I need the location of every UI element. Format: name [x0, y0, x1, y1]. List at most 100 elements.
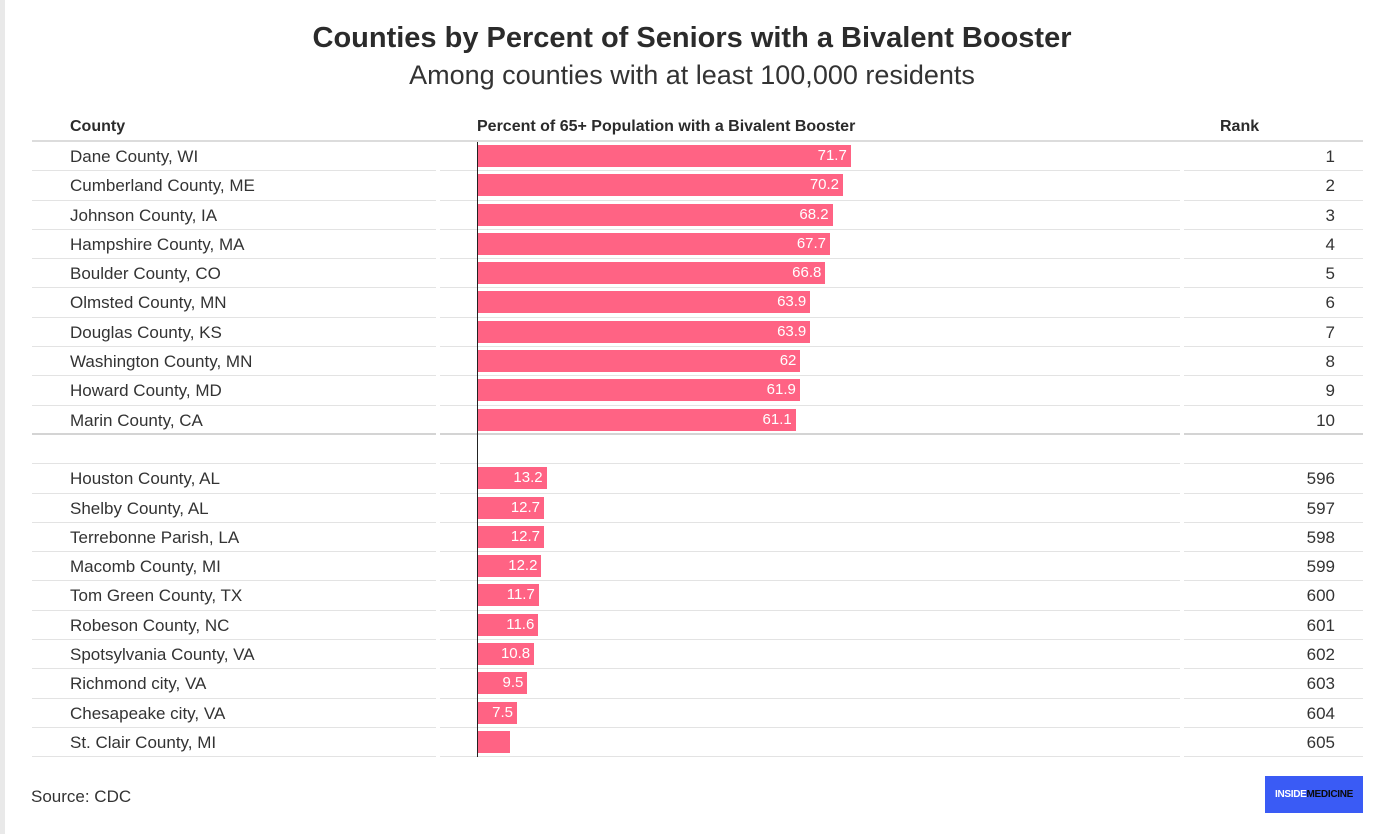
rank-value: 603 — [1306, 674, 1335, 694]
bar-value-label: 70.2 — [809, 176, 840, 194]
bar-cell — [477, 435, 1177, 463]
bar: 61.1 — [478, 408, 796, 431]
county-name: Olmsted County, MN — [70, 293, 227, 313]
bar: 63.9 — [478, 291, 811, 314]
bar-value-label: 61.1 — [762, 410, 792, 428]
rank-value: 10 — [1316, 410, 1335, 430]
county-name: Tom Green County, TX — [70, 586, 243, 606]
table-row: Dane County, WI 71.7 1 — [32, 142, 1363, 172]
column-header-percent: Percent of 65+ Population with a Bivalen… — [477, 118, 856, 135]
table-row: Richmond city, VA 9.5 603 — [32, 669, 1363, 699]
county-name: Dane County, WI — [70, 147, 199, 166]
bar: 12.7 — [478, 496, 545, 519]
county-name: Robeson County, NC — [70, 615, 230, 635]
rank-value: 602 — [1306, 645, 1335, 665]
table-row: Marin County, CA 61.1 10 — [32, 406, 1363, 435]
bar-value-label: 9.5 — [502, 674, 524, 692]
rank-value: 605 — [1306, 732, 1335, 752]
bar: 11.6 — [478, 613, 539, 636]
bar-cell: 68.2 — [477, 201, 1177, 229]
bar: 10.8 — [478, 643, 535, 666]
table-row: Howard County, MD 61.9 9 — [32, 376, 1363, 406]
rank-value: 6 — [1325, 293, 1335, 313]
table-row-gap — [32, 435, 1363, 465]
rank-value: 8 — [1325, 352, 1335, 372]
logo-text-inside: INSIDE — [1274, 789, 1307, 800]
rank-value: 604 — [1306, 703, 1335, 723]
bar-value-label: 63.9 — [777, 322, 807, 340]
bar-axis-line — [477, 142, 478, 758]
column-header-county: County — [70, 118, 126, 135]
county-name: Washington County, MN — [70, 352, 253, 372]
rank-value: 5 — [1325, 264, 1335, 284]
bar-value-label: 12.7 — [510, 527, 541, 545]
rank-value: 596 — [1306, 469, 1335, 489]
bar-value-label: 67.7 — [796, 234, 827, 252]
bar: 7.5 — [478, 701, 517, 724]
bar: 71.7 — [478, 145, 851, 167]
county-name: Howard County, MD — [70, 381, 222, 401]
bar-cell: 11.6 — [477, 611, 1177, 639]
table-row: Boulder County, CO 66.8 5 — [32, 259, 1363, 289]
bar — [478, 730, 511, 753]
bar-cell: 62 — [477, 347, 1177, 375]
table-row: Tom Green County, TX 11.7 600 — [32, 581, 1363, 611]
bar: 12.2 — [478, 555, 542, 578]
county-name: Cumberland County, ME — [70, 176, 255, 196]
rank-value: 601 — [1306, 615, 1335, 635]
column-header-rank: Rank — [1220, 118, 1260, 135]
bar-cell: 71.7 — [477, 142, 1177, 170]
bar-cell: 61.1 — [477, 406, 1177, 433]
bar-cell: 7.5 — [477, 699, 1177, 727]
bar-cell: 70.2 — [477, 171, 1177, 199]
bar-cell: 10.8 — [477, 640, 1177, 668]
rank-value: 597 — [1306, 498, 1335, 518]
bar: 13.2 — [478, 467, 547, 490]
bar-cell: 63.9 — [477, 288, 1177, 316]
bar-cell: 12.2 — [477, 552, 1177, 580]
county-name: Marin County, CA — [70, 410, 203, 430]
bar-value-label: 11.7 — [506, 586, 535, 604]
county-name: Johnson County, IA — [70, 205, 218, 225]
rank-value: 3 — [1325, 205, 1335, 225]
table-row: Chesapeake city, VA 7.5 604 — [32, 699, 1363, 728]
table-row: Terrebonne Parish, LA 12.7 598 — [32, 523, 1363, 553]
bar: 62 — [478, 350, 801, 373]
bar-cell: 11.7 — [477, 581, 1177, 609]
bar-cell: 61.9 — [477, 376, 1177, 404]
county-name: Shelby County, AL — [70, 498, 209, 518]
bar: 63.9 — [478, 320, 811, 343]
bar: 68.2 — [478, 203, 833, 226]
table-row: St. Clair County, MI 605 — [32, 728, 1363, 758]
table-row: Olmsted County, MN 63.9 6 — [32, 288, 1363, 318]
rank-value: 600 — [1306, 586, 1335, 606]
rank-value: 7 — [1325, 322, 1335, 342]
bar-cell: 67.7 — [477, 230, 1177, 258]
bar: 11.7 — [478, 584, 539, 607]
county-name: Hampshire County, MA — [70, 234, 245, 254]
bar-value-label: 66.8 — [792, 264, 822, 282]
table-row: Douglas County, KS 63.9 7 — [32, 318, 1363, 348]
chart-title: Counties by Percent of Seniors with a Bi… — [312, 22, 1072, 54]
bar-value-label: 12.7 — [510, 498, 541, 516]
rank-value: 2 — [1325, 176, 1335, 196]
table-row: Macomb County, MI 12.2 599 — [32, 552, 1363, 582]
table-row: Robeson County, NC 11.6 601 — [32, 611, 1363, 641]
page-left-edge — [0, 0, 5, 834]
bar: 9.5 — [478, 672, 528, 695]
bar: 70.2 — [478, 174, 844, 197]
bar-value-label: 68.2 — [799, 205, 829, 223]
column-gap-left — [436, 142, 440, 758]
inside-medicine-logo: INSIDE MEDICINE — [1265, 776, 1363, 813]
county-name: Boulder County, CO — [70, 264, 221, 284]
bar-value-label: 10.8 — [500, 645, 531, 663]
county-name: St. Clair County, MI — [70, 732, 217, 752]
bar: 12.7 — [478, 525, 545, 548]
header-divider — [32, 140, 1363, 142]
bar-table: County Percent of 65+ Population with a … — [32, 112, 1363, 772]
county-name: Chesapeake city, VA — [70, 703, 226, 723]
county-name: Spotsylvania County, VA — [70, 645, 255, 665]
rank-value: 9 — [1325, 381, 1335, 401]
bar: 67.7 — [478, 232, 831, 255]
bar-cell: 12.7 — [477, 523, 1177, 551]
